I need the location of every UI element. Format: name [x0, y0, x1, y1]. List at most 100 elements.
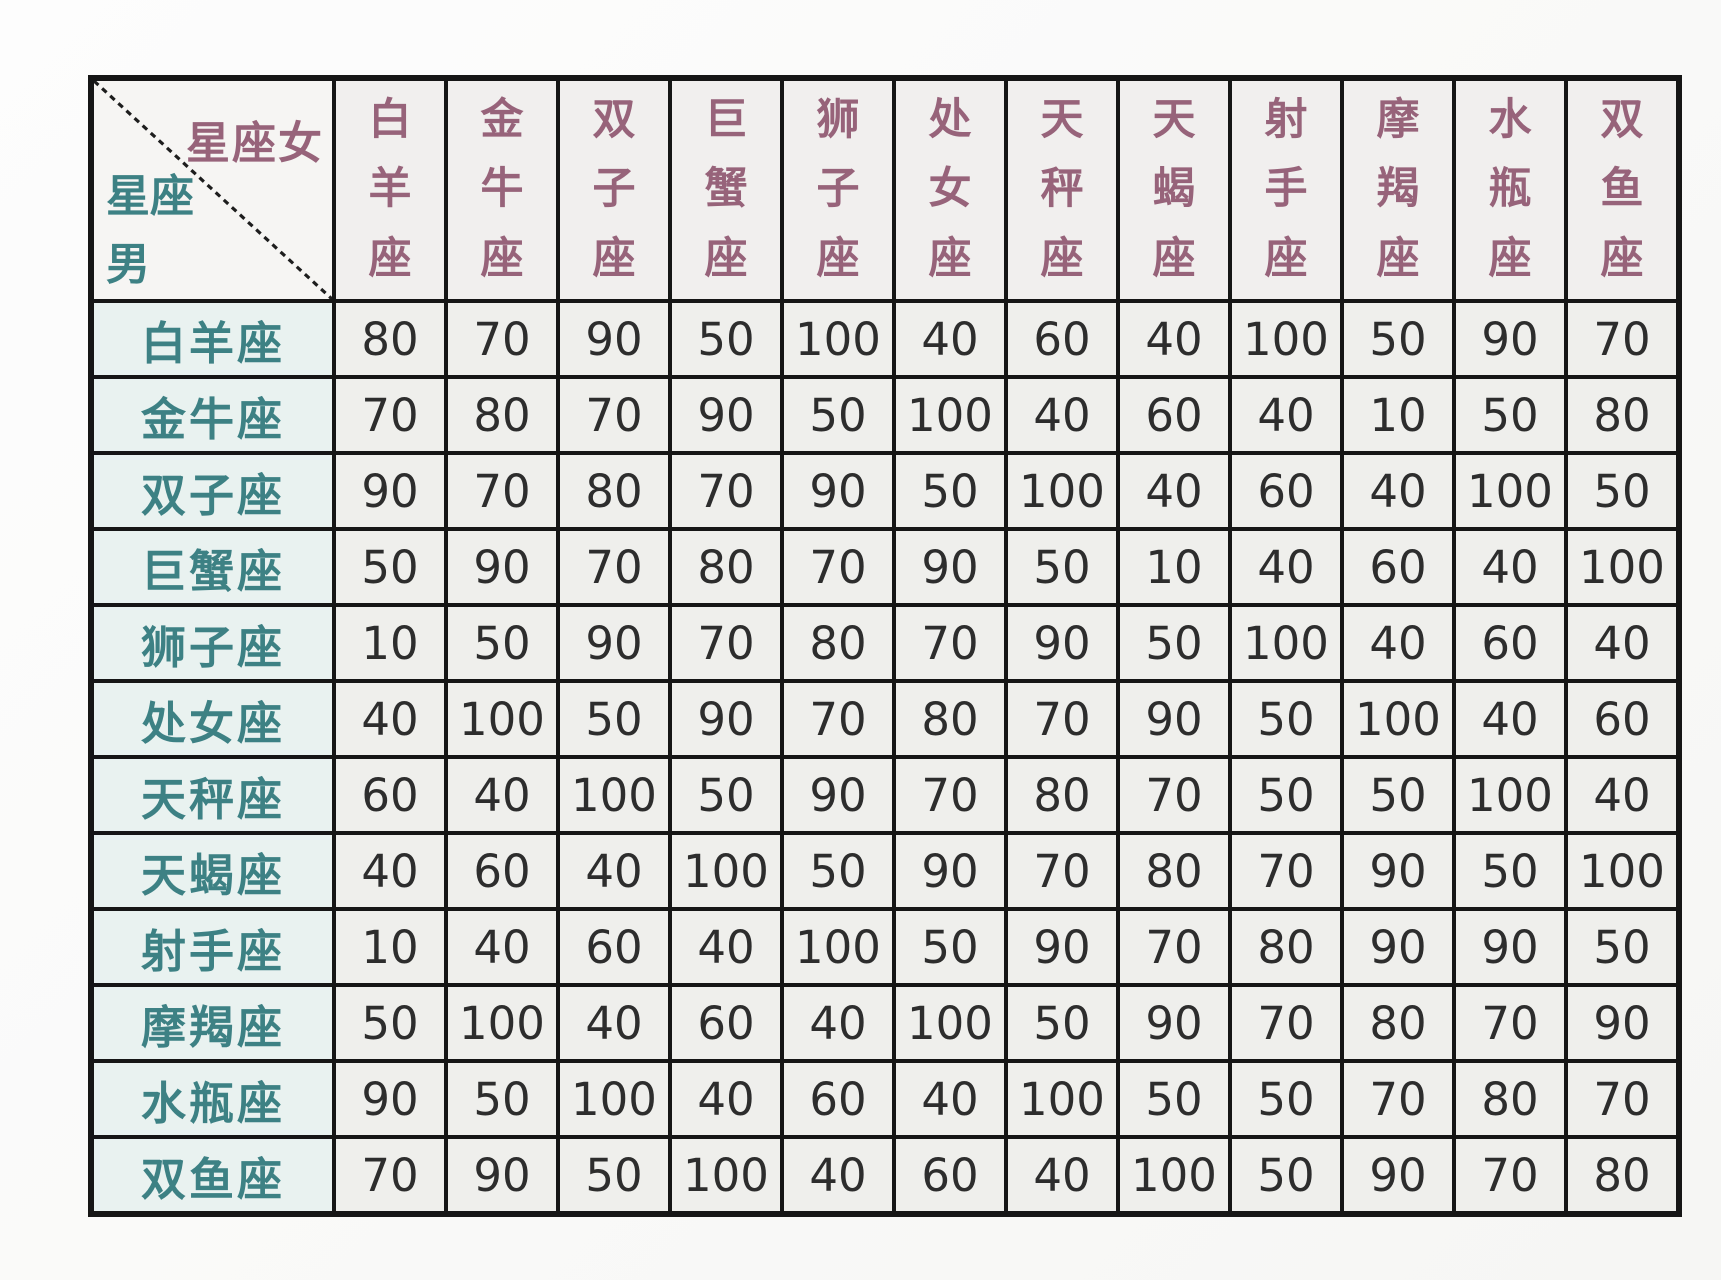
score-cell: 40 — [892, 299, 1008, 379]
row-header: 水瓶座 — [89, 1059, 336, 1139]
score-cell: 90 — [892, 527, 1008, 607]
row-header: 摩羯座 — [89, 983, 336, 1063]
table-row: 狮子座 10 50 90 70 80 70 90 50 100 40 60 40 — [89, 603, 1681, 683]
score-cell: 70 — [668, 603, 784, 683]
score-cell: 90 — [332, 451, 448, 531]
score-cell: 40 — [1340, 603, 1456, 683]
score-cell: 80 — [1564, 1135, 1681, 1216]
column-header-label: 处女座 — [928, 94, 972, 284]
score-cell: 40 — [1116, 299, 1232, 379]
score-cell: 80 — [1340, 983, 1456, 1063]
score-cell: 70 — [444, 451, 560, 531]
column-header: 天蝎座 — [1116, 76, 1232, 303]
score-cell: 40 — [1340, 451, 1456, 531]
column-header: 白羊座 — [332, 76, 448, 303]
score-cell: 50 — [1340, 755, 1456, 835]
score-cell: 60 — [1004, 299, 1120, 379]
compatibility-table: 星座女 星座 男 白羊座 金牛座 双子座 巨蟹座 狮子座 处女座 天秤座 天蝎座 射手座 摩羯座水… — [88, 75, 1682, 1217]
score-cell: 60 — [1228, 451, 1344, 531]
row-header: 双子座 — [89, 451, 336, 531]
score-cell: 90 — [668, 679, 784, 759]
score-cell: 50 — [556, 679, 672, 759]
column-header: 摩羯座 — [1340, 76, 1456, 303]
score-cell: 40 — [1452, 679, 1568, 759]
table-row: 双子座 90 70 80 70 90 50 100 40 60 40 100 50 — [89, 451, 1681, 531]
table-body: 白羊座 80 70 90 50 100 40 60 40 100 50 90 70 金牛座 70 80 70 90… — [89, 299, 1681, 1216]
column-header: 天秤座 — [1004, 76, 1120, 303]
row-header: 射手座 — [89, 907, 336, 987]
score-cell: 80 — [780, 603, 896, 683]
score-cell: 90 — [780, 451, 896, 531]
column-header: 金牛座 — [444, 76, 560, 303]
header-row: 星座女 星座 男 白羊座 金牛座 双子座 巨蟹座 狮子座 处女座 天秤座 天蝎座 射手座 摩羯座 水… — [89, 76, 1681, 303]
score-cell: 90 — [1116, 983, 1232, 1063]
column-header-label: 白羊座 — [368, 94, 412, 284]
score-cell: 40 — [1452, 527, 1568, 607]
score-cell: 40 — [668, 907, 784, 987]
score-cell: 80 — [1004, 755, 1120, 835]
score-cell: 90 — [556, 603, 672, 683]
score-cell: 100 — [1452, 451, 1568, 531]
table-row: 巨蟹座 50 90 70 80 70 90 50 10 40 60 40 100 — [89, 527, 1681, 607]
table-row: 射手座 10 40 60 40 100 50 90 70 80 90 90 50 — [89, 907, 1681, 987]
score-cell: 100 — [668, 831, 784, 911]
column-header-label: 金牛座 — [480, 94, 524, 284]
score-cell: 50 — [556, 1135, 672, 1216]
score-cell: 10 — [332, 907, 448, 987]
score-cell: 50 — [892, 451, 1008, 531]
score-cell: 90 — [1340, 831, 1456, 911]
diagonal-divider-line — [94, 81, 332, 299]
score-cell: 90 — [444, 1135, 560, 1216]
score-cell: 50 — [780, 831, 896, 911]
table-row: 处女座 40 100 50 90 70 80 70 90 50 100 40 60 — [89, 679, 1681, 759]
score-cell: 50 — [1340, 299, 1456, 379]
score-cell: 10 — [1340, 375, 1456, 455]
column-header-label: 巨蟹座 — [704, 94, 748, 284]
score-cell: 80 — [444, 375, 560, 455]
score-cell: 100 — [1452, 755, 1568, 835]
score-cell: 60 — [1452, 603, 1568, 683]
score-cell: 60 — [1116, 375, 1232, 455]
score-cell: 40 — [332, 831, 448, 911]
score-cell: 40 — [332, 679, 448, 759]
score-cell: 100 — [892, 375, 1008, 455]
score-cell: 100 — [444, 983, 560, 1063]
score-cell: 50 — [1228, 1059, 1344, 1139]
corner-male-axis-label: 星座 男 — [106, 163, 194, 299]
score-cell: 40 — [1004, 1135, 1120, 1216]
score-cell: 80 — [556, 451, 672, 531]
score-cell: 50 — [780, 375, 896, 455]
score-cell: 60 — [892, 1135, 1008, 1216]
row-header: 巨蟹座 — [89, 527, 336, 607]
column-header: 水瓶座 — [1452, 76, 1568, 303]
score-cell: 40 — [1116, 451, 1232, 531]
score-cell: 100 — [1228, 299, 1344, 379]
score-cell: 70 — [1116, 755, 1232, 835]
corner-male-axis-label-line1: 星座 — [106, 171, 194, 222]
score-cell: 80 — [1116, 831, 1232, 911]
score-cell: 70 — [556, 375, 672, 455]
score-cell: 70 — [1452, 1135, 1568, 1216]
score-cell: 90 — [444, 527, 560, 607]
column-header: 双子座 — [556, 76, 672, 303]
score-cell: 100 — [1564, 527, 1681, 607]
table-row: 金牛座 70 80 70 90 50 100 40 60 40 10 50 80 — [89, 375, 1681, 455]
score-cell: 10 — [332, 603, 448, 683]
score-cell: 60 — [1564, 679, 1681, 759]
score-cell: 90 — [332, 1059, 448, 1139]
score-cell: 50 — [1228, 679, 1344, 759]
score-cell: 70 — [332, 375, 448, 455]
corner-female-axis-label: 星座女 — [186, 118, 324, 169]
score-cell: 100 — [556, 755, 672, 835]
score-cell: 50 — [1228, 755, 1344, 835]
table-row: 摩羯座 50 100 40 60 40 100 50 90 70 80 70 90 — [89, 983, 1681, 1063]
score-cell: 90 — [1340, 1135, 1456, 1216]
score-cell: 10 — [1116, 527, 1232, 607]
score-cell: 50 — [1004, 983, 1120, 1063]
score-cell: 40 — [1228, 375, 1344, 455]
score-cell: 90 — [668, 375, 784, 455]
column-header: 处女座 — [892, 76, 1008, 303]
score-cell: 70 — [556, 527, 672, 607]
row-header: 狮子座 — [89, 603, 336, 683]
row-header: 金牛座 — [89, 375, 336, 455]
